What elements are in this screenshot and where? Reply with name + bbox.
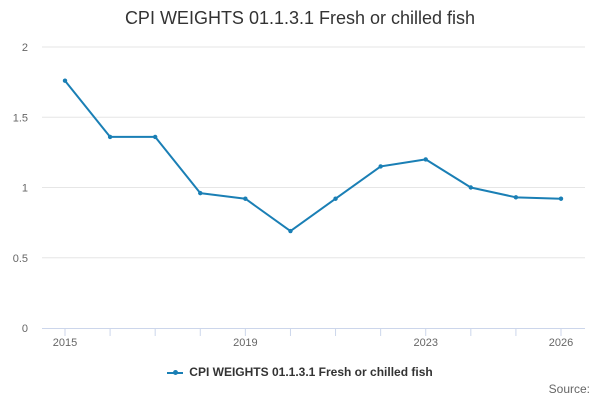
data-point[interactable]	[152, 134, 158, 140]
chart-title: CPI WEIGHTS 01.1.3.1 Fresh or chilled fi…	[124, 8, 476, 28]
series-layer	[62, 78, 564, 234]
legend-swatch	[167, 369, 184, 375]
x-tick-label: 2023	[413, 337, 437, 349]
data-point[interactable]	[558, 196, 564, 201]
y-tick-label: 0	[22, 323, 28, 335]
data-point[interactable]	[378, 164, 383, 169]
data-point[interactable]	[243, 196, 248, 201]
data-point[interactable]	[423, 157, 428, 162]
x-axis-ticks: 2015 2019 2023 2026	[53, 337, 573, 349]
data-point[interactable]	[333, 196, 338, 201]
legend[interactable]: CPI WEIGHTS 01.1.3.1 Fresh or chilled fi…	[0, 365, 600, 379]
y-tick-label: 2	[22, 42, 28, 54]
data-point[interactable]	[62, 78, 68, 83]
data-point[interactable]	[288, 228, 293, 234]
data-point[interactable]	[107, 134, 113, 140]
data-point[interactable]	[198, 190, 203, 196]
x-axis	[42, 328, 585, 336]
legend-label: CPI WEIGHTS 01.1.3.1 Fresh or chilled fi…	[189, 365, 433, 379]
x-tick-label: 2019	[233, 337, 257, 349]
y-tick-label: 1.5	[13, 112, 28, 124]
source-label: Source:	[548, 382, 590, 396]
gridlines	[42, 46, 585, 259]
x-tick-label: 2026	[549, 337, 573, 349]
y-axis-ticks: 0 0.5 1 1.5 2	[13, 42, 28, 335]
y-tick-label: 1	[22, 183, 28, 195]
data-point[interactable]	[513, 195, 519, 200]
y-tick-label: 0.5	[13, 253, 28, 265]
x-tick-label: 2015	[53, 337, 77, 349]
series-line	[64, 80, 562, 233]
data-point[interactable]	[468, 185, 474, 190]
